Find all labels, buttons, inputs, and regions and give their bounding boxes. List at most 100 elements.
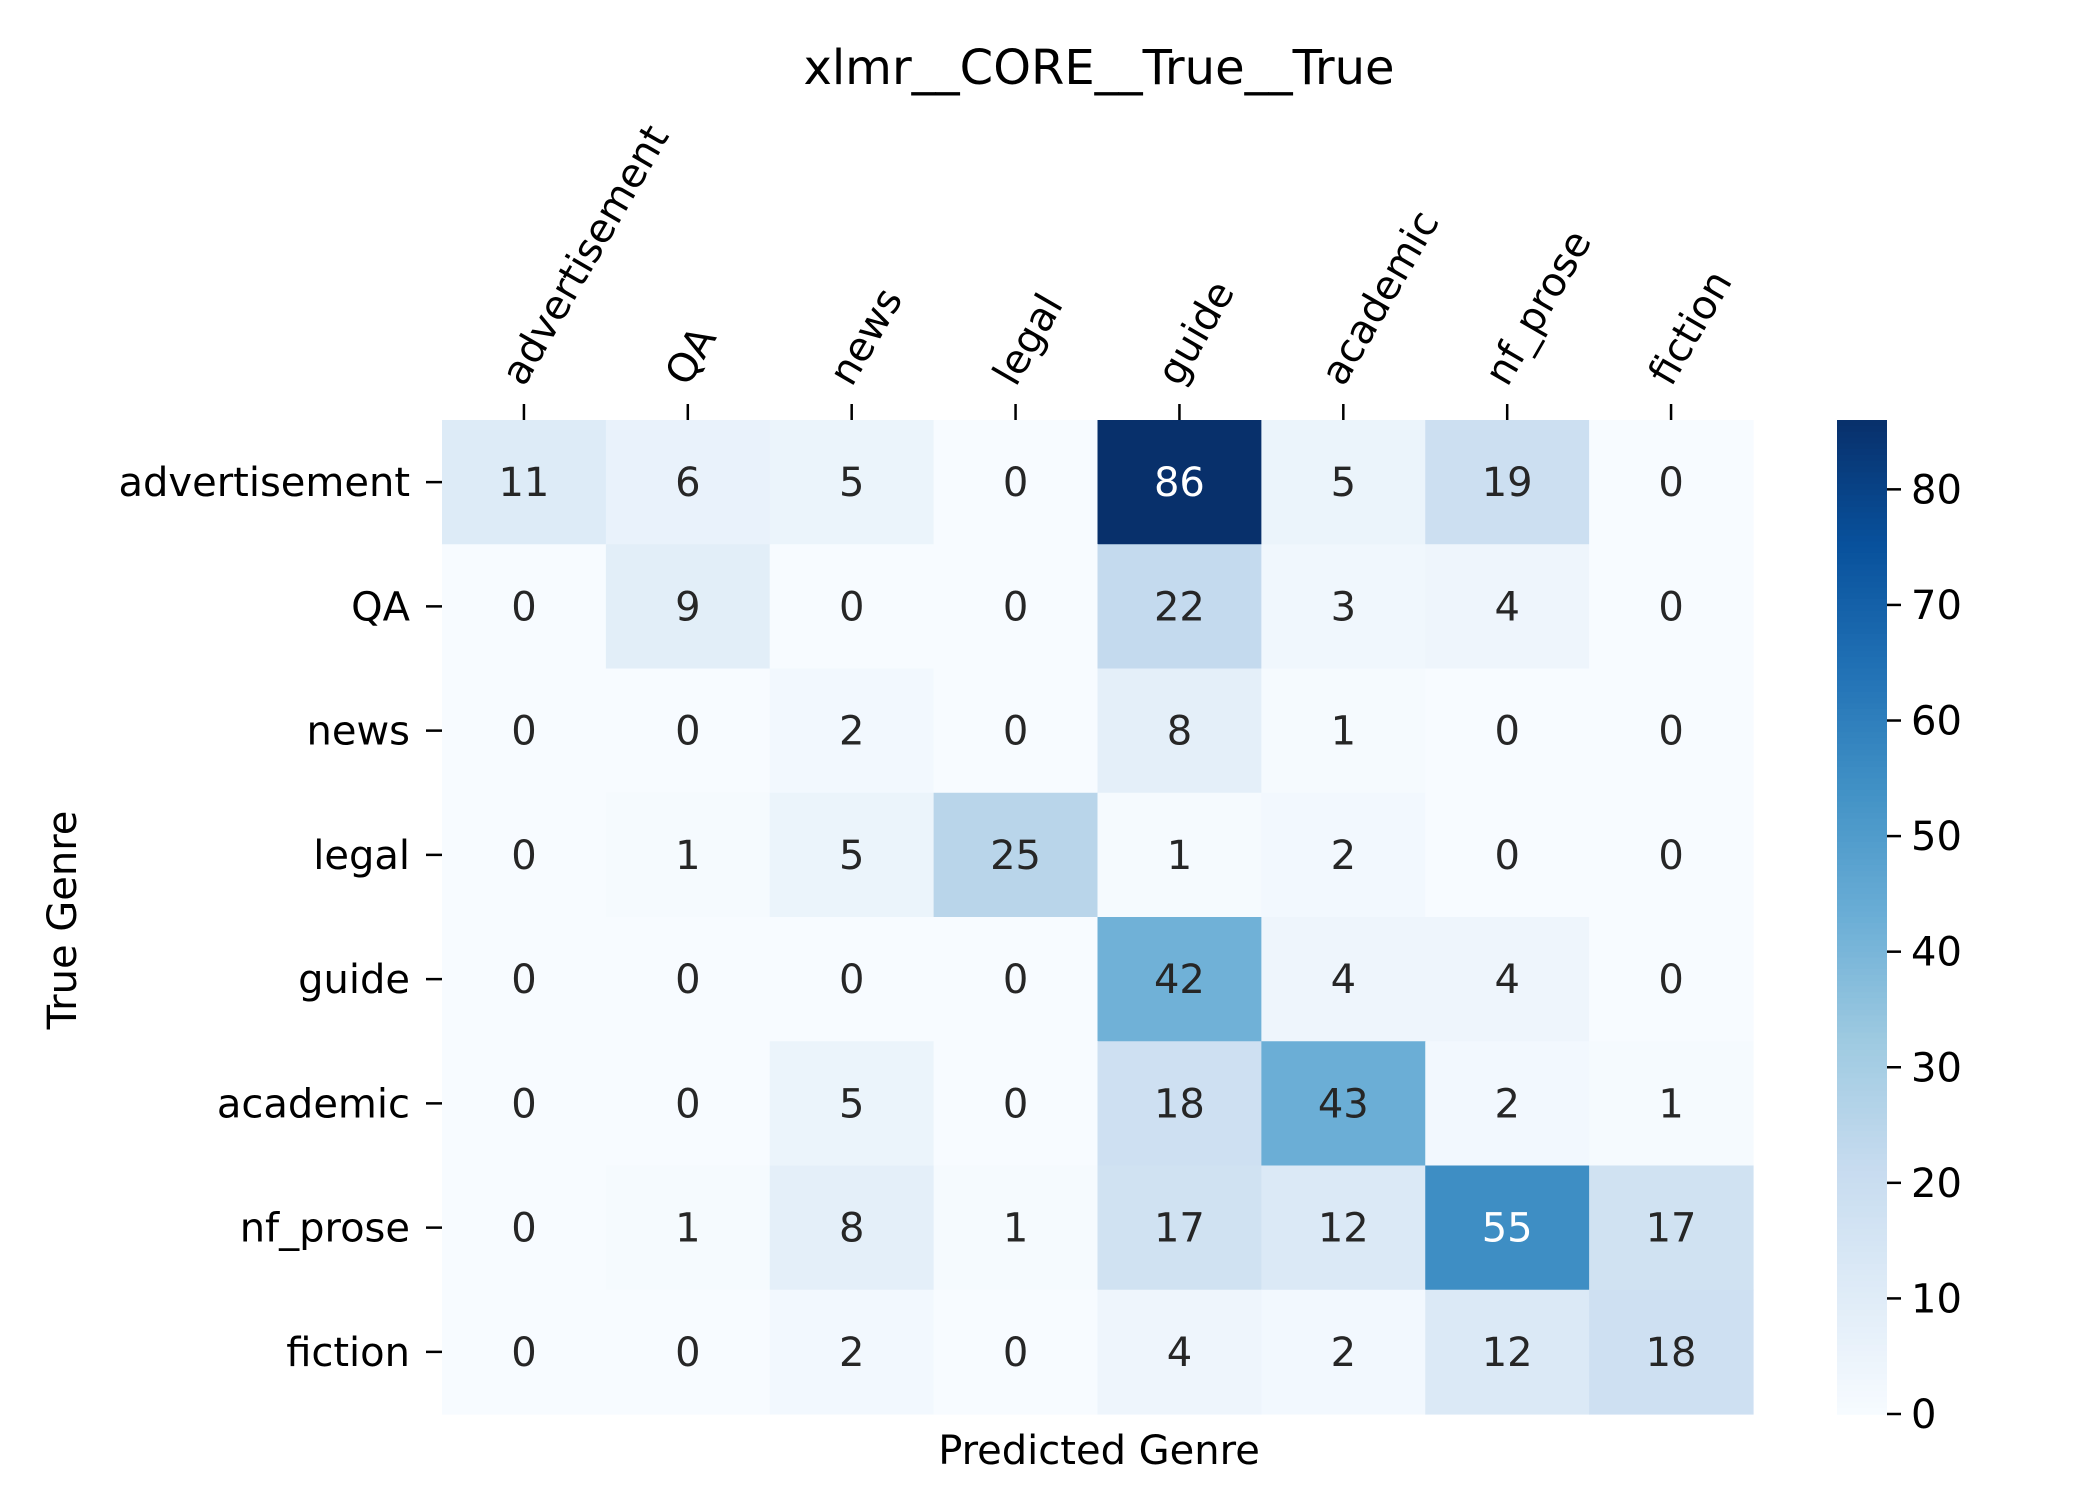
- heatmap-cell: [769, 792, 935, 918]
- colorbar-segment: [1837, 1408, 1887, 1415]
- colorbar-segment: [1837, 1136, 1887, 1144]
- colorbar-segment: [1837, 616, 1887, 624]
- heatmap-cell: [1261, 544, 1426, 670]
- colorbar-segment: [1837, 437, 1887, 444]
- colorbar-segment: [1837, 472, 1887, 479]
- heatmap-cell: [1261, 917, 1426, 1042]
- colorbar-segment: [1837, 1090, 1887, 1097]
- colorbar-segment: [1837, 1379, 1887, 1386]
- x-tick-label: fiction: [1640, 263, 1742, 393]
- colorbar-segment: [1837, 460, 1887, 468]
- heatmap-cell-value: 0: [675, 709, 700, 755]
- colorbar-segment: [1837, 1275, 1887, 1282]
- y-tick-label: advertisement: [119, 460, 410, 506]
- colorbar-segment: [1837, 934, 1887, 941]
- colorbar-segment: [1837, 604, 1887, 612]
- heatmap-cell: [605, 917, 771, 1042]
- colorbar-segment: [1837, 1263, 1887, 1271]
- colorbar-segment: [1837, 674, 1887, 681]
- heatmap-cell-value: 8: [839, 1206, 864, 1252]
- colorbar-segment: [1837, 1055, 1887, 1063]
- colorbar-segment: [1837, 500, 1887, 508]
- heatmap-cell-value: 0: [1658, 460, 1683, 506]
- colorbar-segment: [1837, 1361, 1887, 1369]
- colorbar-segment: [1837, 495, 1887, 502]
- colorbar-segment: [1837, 853, 1887, 861]
- heatmap-cell: [442, 668, 607, 794]
- colorbar-segment: [1837, 905, 1887, 913]
- colorbar-segment: [1837, 593, 1887, 600]
- heatmap-cell: [605, 420, 771, 545]
- heatmap-cell: [1425, 1289, 1590, 1415]
- heatmap-cell-value: 2: [1494, 1081, 1519, 1127]
- heatmap-cell-value: 0: [1003, 1330, 1028, 1376]
- colorbar-segment: [1837, 651, 1887, 658]
- heatmap-cell-value: 0: [1003, 709, 1028, 755]
- heatmap-cell: [1589, 668, 1754, 794]
- heatmap-cell: [1425, 917, 1590, 1042]
- colorbar-segment: [1837, 1130, 1887, 1138]
- heatmap-cell: [1097, 668, 1262, 794]
- colorbar-segment: [1837, 1084, 1887, 1092]
- colorbar-segment: [1837, 1142, 1887, 1149]
- heatmap-cell: [1261, 1165, 1426, 1291]
- heatmap-cell: [1425, 420, 1590, 545]
- heatmap-cell-value: 19: [1482, 460, 1533, 506]
- heatmap-cell: [1097, 917, 1262, 1042]
- colorbar-segment: [1837, 1078, 1887, 1086]
- heatmap-cell: [1589, 420, 1754, 545]
- heatmap-cell-value: 2: [839, 709, 864, 755]
- colorbar-segment: [1837, 558, 1887, 566]
- colorbar-segment: [1837, 812, 1887, 820]
- colorbar-segment: [1837, 639, 1887, 647]
- heatmap-cell: [933, 917, 1099, 1042]
- heatmap-cell-value: 42: [1154, 957, 1205, 1003]
- heatmap-cell: [1589, 792, 1754, 918]
- heatmap-cell: [769, 1165, 935, 1291]
- heatmap-cell-value: 0: [1658, 709, 1683, 755]
- colorbar-segment: [1837, 1205, 1887, 1213]
- colorbar-segment: [1837, 1385, 1887, 1392]
- heatmap-cell-value: 6: [675, 460, 700, 506]
- colorbar-segment: [1837, 622, 1887, 629]
- heatmap-cell-labels: 11 6 5 0 86 5 19 00 9 0 0 22 3 4 00 0 2 0 8 1 0 00 1 5 25 1 2 0 00 0 0…: [498, 460, 1696, 1376]
- heatmap-cell: [605, 668, 771, 794]
- colorbar-segment: [1837, 1309, 1887, 1317]
- heatmap-cell-value: 25: [990, 833, 1041, 879]
- colorbar-segment: [1837, 1240, 1887, 1248]
- colorbar-segment: [1837, 535, 1887, 543]
- y-tick-label: academic: [217, 1081, 410, 1127]
- heatmap-cell-value: 18: [1646, 1330, 1697, 1376]
- heatmap-cell: [605, 544, 771, 670]
- heatmap-cell: [1589, 544, 1754, 670]
- heatmap-cell: [769, 1289, 935, 1415]
- colorbar-segment: [1837, 524, 1887, 531]
- colorbar-segment: [1837, 720, 1887, 728]
- colorbar-segment: [1837, 882, 1887, 889]
- colorbar-segment: [1837, 957, 1887, 965]
- heatmap-cell: [1425, 668, 1590, 794]
- colorbar-segment: [1837, 1390, 1887, 1398]
- colorbar-segment: [1837, 789, 1887, 797]
- colorbar-tick-label: 10: [1911, 1276, 1962, 1322]
- colorbar-segment: [1837, 714, 1887, 722]
- colorbar-segment: [1837, 518, 1887, 525]
- heatmap-cell: [1097, 420, 1262, 545]
- colorbar-segment: [1837, 656, 1887, 664]
- heatmap-cell-value: 0: [675, 1330, 700, 1376]
- heatmap-cell-value: 0: [1658, 833, 1683, 879]
- colorbar-segment: [1837, 697, 1887, 704]
- heatmap-cell-value: 22: [1154, 584, 1205, 630]
- colorbar-segment: [1837, 801, 1887, 808]
- colorbar-segment: [1837, 1246, 1887, 1253]
- x-tick-label: guide: [1148, 273, 1244, 393]
- heatmap-cell: [1097, 544, 1262, 670]
- heatmap-cell: [442, 1165, 607, 1291]
- x-tick-label: advertisement: [493, 118, 679, 393]
- heatmap-cell-value: 17: [1154, 1206, 1205, 1252]
- colorbar-segment: [1837, 1315, 1887, 1323]
- colorbar-segment: [1837, 1032, 1887, 1040]
- y-axis-ticks: advertisement QA news legal guide academic nf_…: [119, 460, 442, 1376]
- heatmap-cell-value: 2: [1331, 833, 1356, 879]
